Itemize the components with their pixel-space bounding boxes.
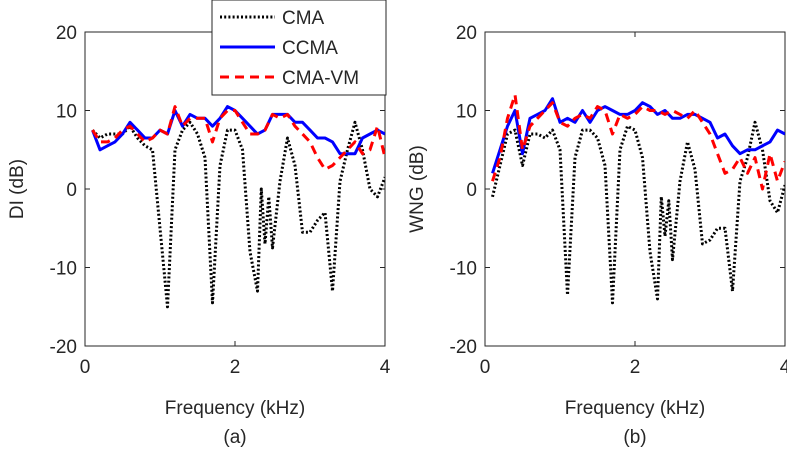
y-tick-label: -10	[450, 259, 477, 280]
y-tick-label: 20	[56, 23, 77, 44]
series-line-cma	[491, 120, 785, 305]
x-axis-label: Frequency (kHz)	[165, 398, 305, 419]
plot-area	[484, 31, 786, 347]
panel-label: (a)	[223, 427, 246, 448]
legend: CMA CCMA CMA-VM	[211, 0, 387, 96]
y-tick-label: 10	[56, 102, 77, 123]
x-tick-label: 0	[480, 357, 491, 378]
legend-label: CMA-VM	[282, 68, 359, 89]
x-tick-label: 2	[230, 357, 241, 378]
y-tick-label: -20	[50, 337, 77, 358]
series-line-cma-vm	[491, 93, 785, 191]
panel-label: (b)	[623, 427, 646, 448]
series-group	[91, 105, 385, 309]
y-tick-label: -20	[450, 337, 477, 358]
x-axis-label: Frequency (kHz)	[565, 398, 705, 419]
y-tick-label: 0	[66, 180, 77, 201]
series-line-cma-vm	[91, 105, 385, 171]
y-tick-label: 10	[456, 102, 477, 123]
y-axis-label: DI (dB)	[7, 159, 28, 219]
series-group	[491, 93, 785, 305]
y-tick-label: 20	[456, 23, 477, 44]
x-tick-label: 0	[80, 357, 91, 378]
x-tick-label: 2	[630, 357, 641, 378]
x-tick-label: 4	[780, 357, 787, 378]
series-line-cma	[91, 120, 385, 309]
y-axis-label: WNG (dB)	[407, 145, 428, 233]
x-tick-label: 4	[380, 357, 391, 378]
legend-label: CMA	[282, 8, 325, 29]
y-tick-label: 0	[466, 180, 477, 201]
y-tick-label: -10	[50, 259, 77, 280]
legend-label: CCMA	[282, 38, 338, 59]
